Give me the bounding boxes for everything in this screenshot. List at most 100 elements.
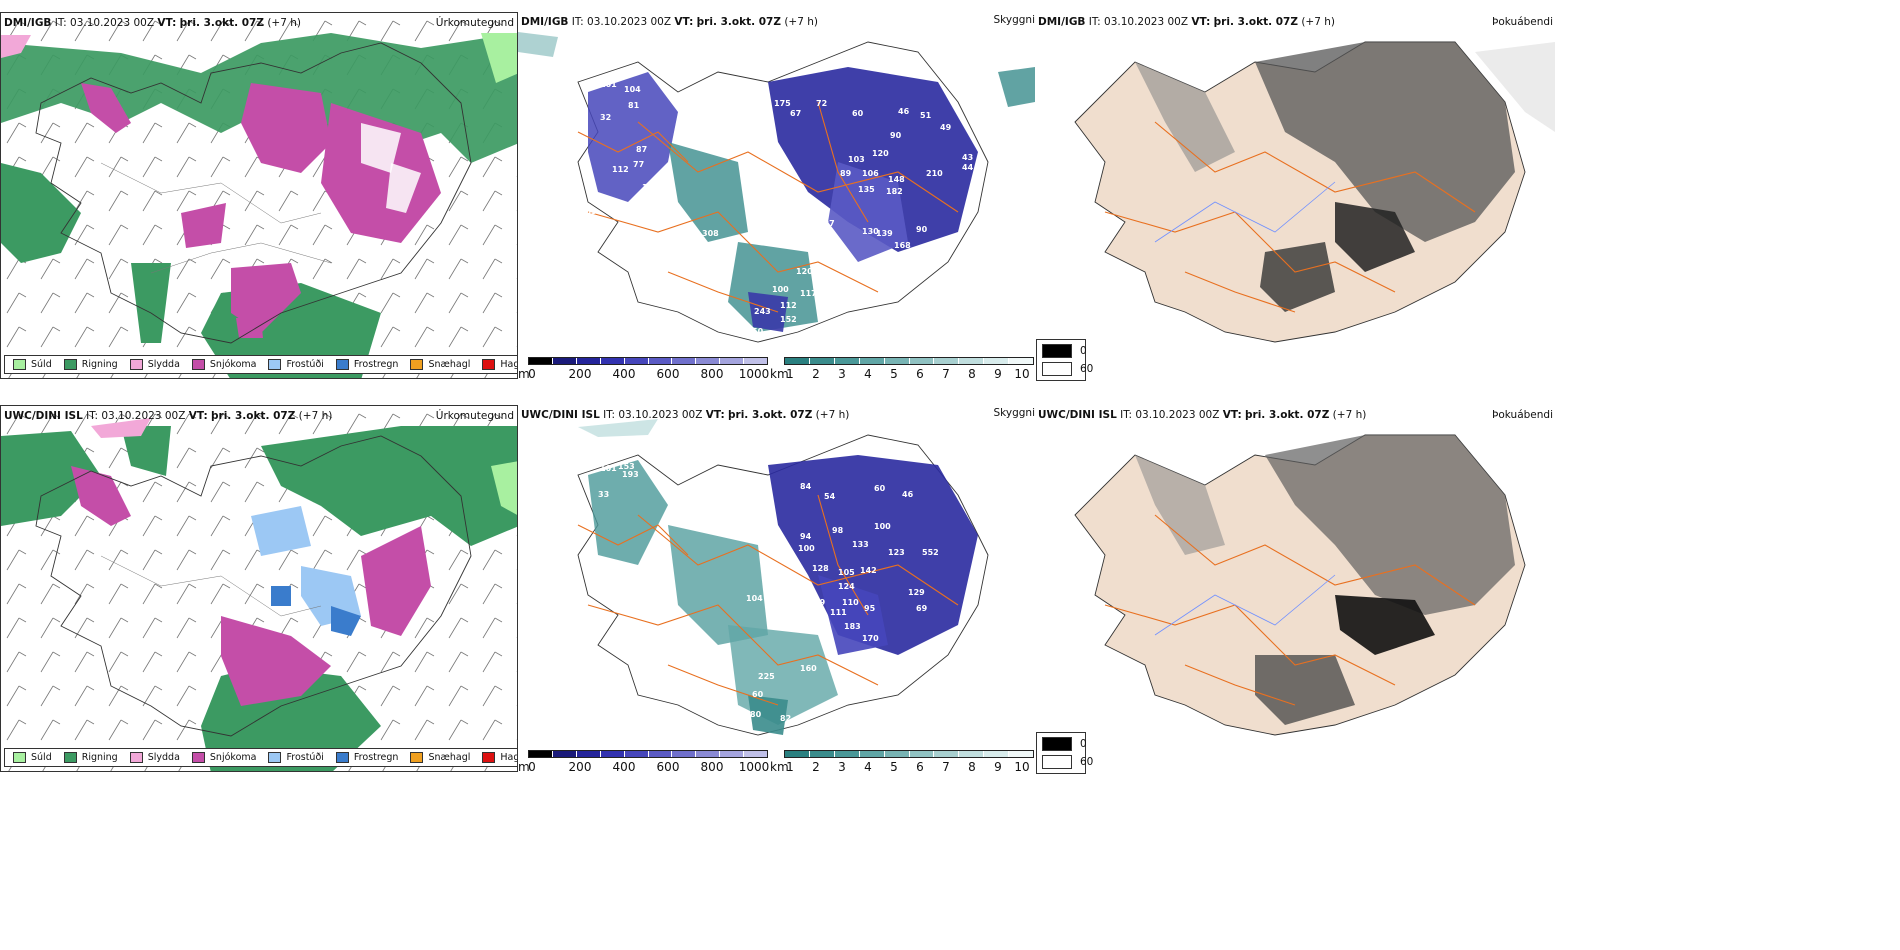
panel-header: DMI/IGB IT: 03.10.2023 00Z VT: þri. 3.ok… — [1038, 16, 1335, 28]
cloud-label: 90 — [890, 131, 902, 140]
cloud-label: 95 — [864, 604, 876, 613]
cloud-label: 94 — [800, 532, 812, 541]
colorbar-step — [624, 358, 649, 364]
colorbar-tick: 600 — [656, 760, 680, 774]
colorbar-tick: 0 — [528, 760, 536, 774]
colorbar-step — [934, 751, 960, 757]
cloud-label: 100 — [798, 544, 815, 553]
cloud-label: 138 — [778, 215, 795, 224]
cloud-label: 104 — [624, 85, 641, 94]
cloud-label: 120 — [796, 267, 813, 276]
colorbar-tick: 8 — [968, 367, 976, 381]
panel-header: DMI/IGB IT: 03.10.2023 00Z VT: þri. 3.ok… — [521, 16, 818, 28]
colorbar-step — [552, 751, 577, 757]
colorbar-unit: m — [518, 367, 530, 381]
panel-header: UWC/DINI ISL IT: 03.10.2023 00Z VT: þri.… — [521, 409, 850, 421]
colorbar-step — [744, 358, 768, 364]
colorbar-bar — [528, 750, 768, 758]
colorbar-step — [859, 751, 885, 757]
panel-title: Þokuábendi — [1492, 409, 1553, 421]
cloud-label: 32 — [600, 113, 611, 122]
legend-swatch — [1042, 344, 1072, 358]
colorbar-tick: 3 — [838, 367, 846, 381]
fog-legend-row: 60 — [1042, 755, 1093, 769]
cloud-label: 103 — [848, 155, 865, 164]
cloud-label: 210 — [926, 169, 943, 178]
colorbar-step — [959, 358, 985, 364]
legend-swatch — [410, 752, 424, 763]
cloud-label: 127 — [818, 219, 835, 228]
cloud-label: 101 — [600, 464, 617, 473]
colorbar-tick: 200 — [568, 760, 592, 774]
cloud-label: 89 — [814, 598, 826, 607]
cloud-label: 110 — [842, 598, 859, 607]
panel-header: UWC/DINI ISL IT: 03.10.2023 00Z VT: þri.… — [1038, 409, 1367, 421]
colorbar-tick: 9 — [994, 367, 1002, 381]
cloud-label: 133 — [852, 540, 869, 549]
legend-item-frostregn: Frostregn — [335, 359, 398, 370]
legend-swatch — [63, 752, 77, 763]
legend-item-sudl: Súld — [13, 359, 52, 370]
cloud-label: 46 — [902, 490, 914, 499]
cloud-label: 552 — [922, 548, 939, 557]
cloud-label: 142 — [860, 566, 877, 575]
colorbar-step — [859, 358, 885, 364]
colorbar-step — [984, 751, 1010, 757]
cloud-label: 152 — [780, 315, 797, 324]
colorbar-tick: 200 — [568, 367, 592, 381]
cloud-label: 182 — [886, 187, 903, 196]
cloud-label: 91 — [626, 574, 638, 583]
panel-header: DMI/IGB IT: 03.10.2023 00Z VT: þri. 3.ok… — [4, 17, 301, 29]
cloud-label: 111 — [830, 608, 847, 617]
colorbar-step — [529, 358, 553, 364]
cloud-label: 153 — [618, 462, 635, 471]
colorbar-step — [959, 751, 985, 757]
cloud-label: 112 — [780, 301, 797, 310]
cloud-label: 106 — [862, 169, 879, 178]
cloud-label: 168 — [894, 241, 911, 250]
cloud-base-colorbar-top: m 0 200 400 600 800 1000 — [518, 357, 770, 383]
legend-item-snaehagl: Snæhagl — [410, 752, 470, 763]
precip-panel-top: DMI/IGB IT: 03.10.2023 00Z VT: þri. 3.ok… — [0, 12, 518, 379]
cloud-label: 82 — [762, 524, 773, 533]
colorbar-tick: 6 — [916, 760, 924, 774]
cloud-label: 80 — [750, 710, 762, 719]
cloud-label: 124 — [796, 207, 813, 216]
legend-swatch — [1042, 737, 1072, 751]
visibility-colorbar-top: km 1 2 3 4 5 6 7 8 9 10 — [770, 357, 1035, 383]
cloud-label: 148 — [888, 175, 905, 184]
colorbar-step — [834, 358, 860, 364]
colorbar-tick: 2 — [812, 367, 820, 381]
legend-item-snaehagl: Snæhagl — [410, 359, 470, 370]
colorbar-tick: 4 — [864, 760, 872, 774]
cloud-label: 243 — [754, 307, 771, 316]
cloud-label: 151 — [630, 200, 647, 209]
colorbar-step — [809, 751, 835, 757]
colorbar-step — [576, 751, 601, 757]
colorbar-step — [909, 358, 935, 364]
cloud-label: 67 — [772, 548, 783, 557]
panel-header: UWC/DINI ISL IT: 03.10.2023 00Z VT: þri.… — [4, 410, 333, 422]
cloud-label: 308 — [702, 229, 719, 238]
colorbar-step — [884, 751, 910, 757]
colorbar-tick: 600 — [656, 367, 680, 381]
cloud-label: 130 — [862, 227, 879, 236]
cloud-label: 100 — [874, 522, 891, 531]
panel-title: Skyggni — [993, 14, 1036, 26]
cloud-label: 67 — [790, 109, 801, 118]
cloud-label: 60 — [874, 484, 886, 493]
colorbar-tick: 5 — [890, 367, 898, 381]
cloud-label: 160 — [800, 664, 817, 673]
legend-swatch — [268, 359, 282, 370]
cloud-label: 77 — [633, 160, 644, 169]
legend-swatch — [268, 752, 282, 763]
precip-map — [1, 13, 517, 378]
colorbar-step — [934, 358, 960, 364]
legend-item-frostudi: Frostúði — [268, 752, 324, 763]
colorbar-step — [576, 358, 601, 364]
cloud-label: 183 — [844, 622, 861, 631]
colorbar-tick: 1 — [786, 367, 794, 381]
colorbar-step — [909, 751, 935, 757]
colorbar-tick: 1000 — [738, 367, 770, 381]
cloud-label: 128 — [812, 564, 829, 573]
